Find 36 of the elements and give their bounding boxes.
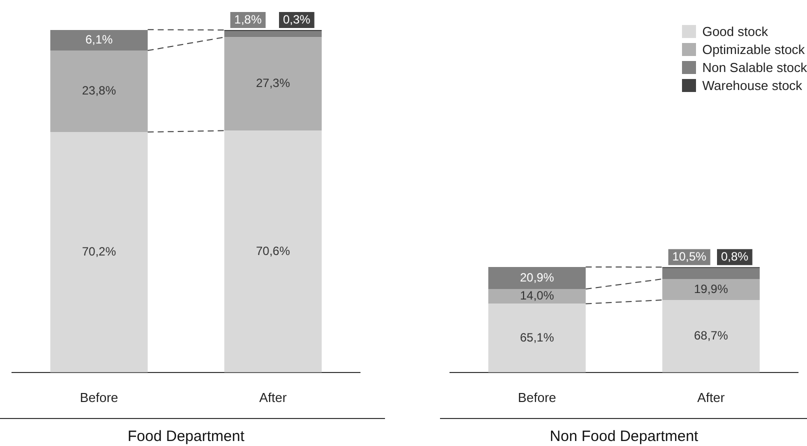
data-label: 27,3% [256, 76, 290, 90]
data-label: 14,0% [520, 288, 554, 303]
x-axis-title: Food Department [128, 428, 246, 446]
legend-label: Optimizable stock [702, 42, 805, 56]
x-axis-title: Non Food Department [550, 428, 700, 446]
legend-label: Good stock [702, 24, 768, 38]
bar [224, 37, 322, 131]
x-tick-label: After [259, 390, 288, 405]
x-tick-label: After [697, 390, 726, 405]
data-label: 70,2% [82, 244, 116, 259]
bar [662, 300, 760, 372]
data-label: 10,5% [672, 249, 707, 264]
bar [488, 289, 586, 304]
data-label: 1,8% [234, 12, 262, 26]
data-label: 68,7% [694, 328, 728, 343]
bar [50, 30, 148, 51]
data-label: 19,9% [694, 282, 728, 296]
data-label: 0,3% [282, 12, 311, 26]
bar [662, 268, 760, 280]
legend-label: Non Salable stock [702, 60, 807, 74]
legend-label: Warehouse stock [702, 78, 802, 92]
bar [224, 130, 322, 372]
bar [662, 279, 760, 300]
data-label: 6,1% [85, 32, 113, 46]
data-label: 70,6% [256, 244, 290, 258]
bar [224, 31, 322, 38]
x-tick-label: Before [80, 390, 118, 405]
data-label: 20,9% [520, 270, 554, 284]
data-label: 23,8% [82, 84, 116, 98]
bar [488, 304, 586, 372]
bar [50, 132, 148, 372]
x-tick-label: Before [518, 390, 556, 405]
data-label: 0,8% [720, 249, 749, 264]
bar [50, 50, 148, 132]
data-label: 65,1% [520, 330, 554, 344]
bar [488, 267, 586, 290]
